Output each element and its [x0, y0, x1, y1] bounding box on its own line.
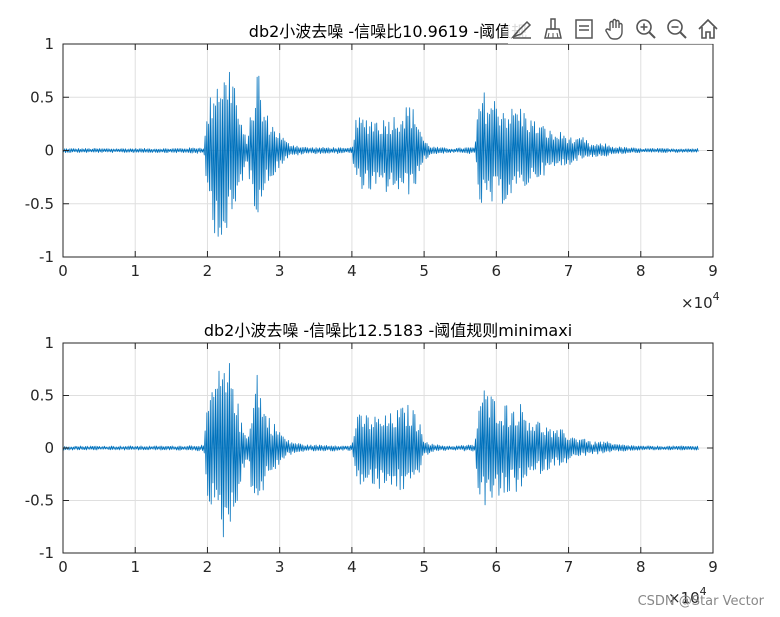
x-exponent-base: ×10: [668, 589, 700, 607]
x-tick-label: 7: [564, 558, 574, 576]
x-tick-label: 3: [275, 262, 285, 280]
chart-title: db2小波去噪 -信噪比10.9619 -阈值规: [249, 22, 527, 41]
edit-plot-button[interactable]: [508, 15, 536, 43]
signal-line: [62, 362, 699, 538]
brush-button[interactable]: [539, 15, 567, 43]
zoom-in-icon: [636, 19, 656, 39]
pan-hand-icon: [605, 18, 623, 40]
x-tick-label: 8: [636, 262, 646, 280]
x-tick-label: 4: [347, 262, 357, 280]
signal-trace: [62, 362, 699, 538]
x-tick-label: 3: [275, 558, 285, 576]
x-tick-label: 2: [203, 262, 213, 280]
home-button[interactable]: [694, 15, 722, 43]
x-exponent-base: ×10: [681, 294, 713, 312]
x-tick-label: 7: [564, 262, 574, 280]
signal-line: [62, 71, 699, 237]
data-tips-button[interactable]: [570, 15, 598, 43]
x-tick-label: 1: [130, 262, 140, 280]
y-tick-label: -1: [39, 248, 54, 266]
y-tick-label: -0.5: [25, 195, 54, 213]
y-tick-label: 0.5: [30, 387, 54, 405]
zoom-out-button[interactable]: [663, 15, 691, 43]
chart-title: db2小波去噪 -信噪比12.5183 -阈值规则minimaxi: [204, 321, 572, 340]
y-tick-label: -0.5: [25, 492, 54, 510]
x-tick-label: 4: [347, 558, 357, 576]
x-tick-label: 0: [58, 558, 68, 576]
tick-marks: 0 1 2 3 4 5 6 7 8 9 1 0.5 0 -0.5 -1: [25, 35, 718, 280]
svg-text:×104: ×104: [668, 585, 707, 607]
y-tick-label: -1: [39, 544, 54, 562]
x-tick-label: 8: [636, 558, 646, 576]
edit-plot-icon: [510, 20, 532, 39]
home-icon: [698, 18, 718, 39]
x-tick-label: 5: [419, 262, 429, 280]
zoom-in-button[interactable]: [632, 15, 660, 43]
figure-toolbar: [508, 14, 722, 44]
pan-button[interactable]: [601, 15, 629, 43]
watermark-text: CSDN @Star Vector: [637, 594, 764, 609]
x-exponent-power: 4: [700, 585, 707, 598]
x-tick-label: 9: [708, 558, 718, 576]
brush-icon: [544, 18, 562, 39]
x-tick-label: 2: [203, 558, 213, 576]
y-tick-label: 1: [44, 35, 54, 53]
data-tips-icon: [575, 19, 593, 39]
y-tick-label: 0: [44, 439, 54, 457]
x-exponent-power: 4: [713, 290, 720, 303]
subplot-top: 0 1 2 3 4 5 6 7 8 9 1 0.5 0 -0.5 -1 db2小波去噪 -信噪比10.961…: [25, 22, 720, 312]
svg-text:×104: ×104: [681, 290, 720, 312]
x-tick-label: 6: [492, 262, 502, 280]
zoom-out-icon: [667, 19, 687, 39]
y-tick-label: 0: [44, 142, 54, 160]
x-tick-label: 1: [130, 558, 140, 576]
y-tick-label: 1: [44, 334, 54, 352]
x-tick-label: 6: [492, 558, 502, 576]
tick-marks: 0 1 2 3 4 5 6 7 8 9 1 0.5 0 -0.5 -1: [25, 334, 718, 576]
subplot-bottom: 0 1 2 3 4 5 6 7 8 9 1 0.5 0 -0.5 -1 db2小波去噪 -信噪比12.518…: [25, 321, 718, 607]
x-tick-label: 9: [708, 262, 718, 280]
signal-trace: [62, 71, 699, 237]
x-tick-label: 5: [419, 558, 429, 576]
y-tick-label: 0.5: [30, 88, 54, 106]
x-tick-label: 0: [58, 262, 68, 280]
